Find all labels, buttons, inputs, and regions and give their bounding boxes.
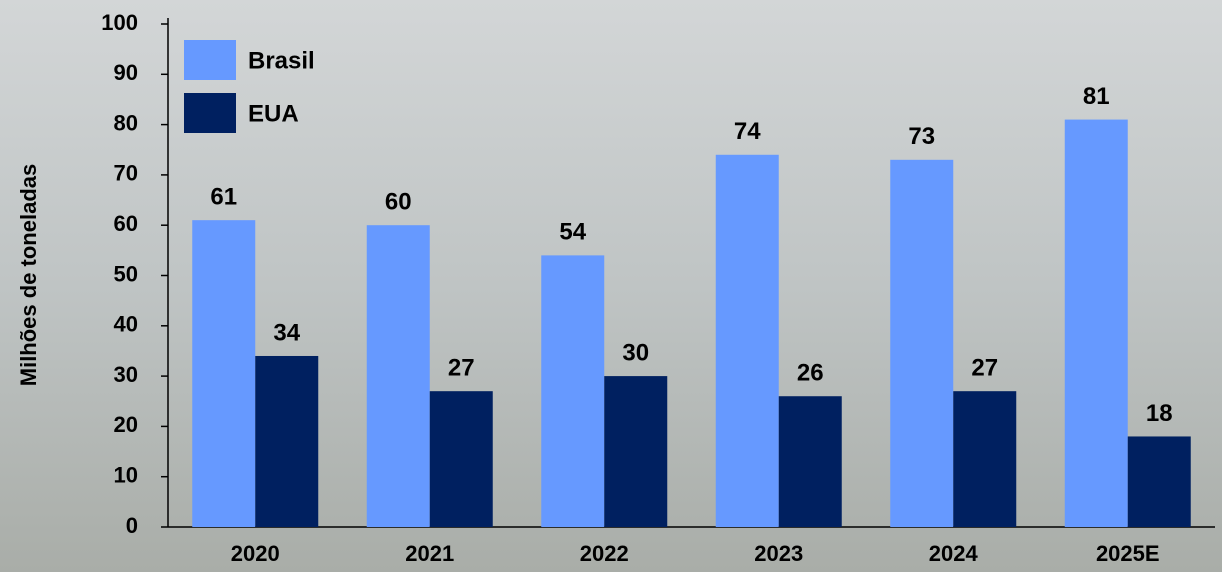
y-tick-label: 30 bbox=[114, 362, 138, 387]
value-label: 60 bbox=[385, 189, 412, 216]
bar bbox=[778, 396, 842, 527]
y-tick-label: 100 bbox=[101, 10, 138, 35]
y-tick-label: 40 bbox=[114, 312, 138, 337]
value-label: 61 bbox=[210, 184, 237, 211]
value-label: 27 bbox=[971, 355, 998, 382]
bar bbox=[953, 391, 1017, 527]
bar bbox=[1127, 436, 1191, 527]
y-tick-label: 90 bbox=[114, 60, 138, 85]
value-label: 74 bbox=[734, 118, 761, 145]
y-tick-label: 60 bbox=[114, 211, 138, 236]
x-tick-label: 2021 bbox=[405, 541, 454, 566]
x-tick-label: 2020 bbox=[231, 541, 280, 566]
legend-label: EUA bbox=[248, 100, 299, 127]
value-label: 26 bbox=[797, 360, 824, 387]
y-tick-label: 80 bbox=[114, 110, 138, 135]
bar bbox=[255, 355, 319, 527]
bar bbox=[715, 154, 779, 527]
y-tick-label: 70 bbox=[114, 161, 138, 186]
bar bbox=[1064, 119, 1128, 527]
y-tick-label: 0 bbox=[126, 513, 138, 538]
bar bbox=[890, 159, 954, 527]
y-tick-label: 20 bbox=[114, 412, 138, 437]
bar bbox=[366, 225, 430, 527]
value-label: 54 bbox=[559, 219, 586, 246]
bar bbox=[541, 255, 605, 527]
x-tick-label: 2024 bbox=[929, 541, 979, 566]
value-label: 81 bbox=[1083, 83, 1110, 110]
y-tick-label: 10 bbox=[114, 463, 138, 488]
legend-swatch bbox=[184, 93, 236, 133]
y-axis-title: Milhões de toneladas bbox=[16, 164, 41, 387]
x-tick-label: 2025E bbox=[1096, 541, 1160, 566]
value-label: 27 bbox=[448, 355, 475, 382]
legend-swatch bbox=[184, 40, 236, 80]
value-label: 18 bbox=[1146, 400, 1173, 427]
bar bbox=[192, 220, 256, 528]
x-tick-label: 2023 bbox=[754, 541, 803, 566]
value-label: 30 bbox=[622, 339, 649, 366]
y-tick-label: 50 bbox=[114, 261, 138, 286]
legend-label: Brasil bbox=[248, 47, 315, 74]
bar bbox=[429, 391, 493, 527]
value-label: 73 bbox=[908, 123, 935, 150]
bar bbox=[604, 376, 668, 527]
x-tick-label: 2022 bbox=[580, 541, 629, 566]
value-label: 34 bbox=[273, 319, 300, 346]
